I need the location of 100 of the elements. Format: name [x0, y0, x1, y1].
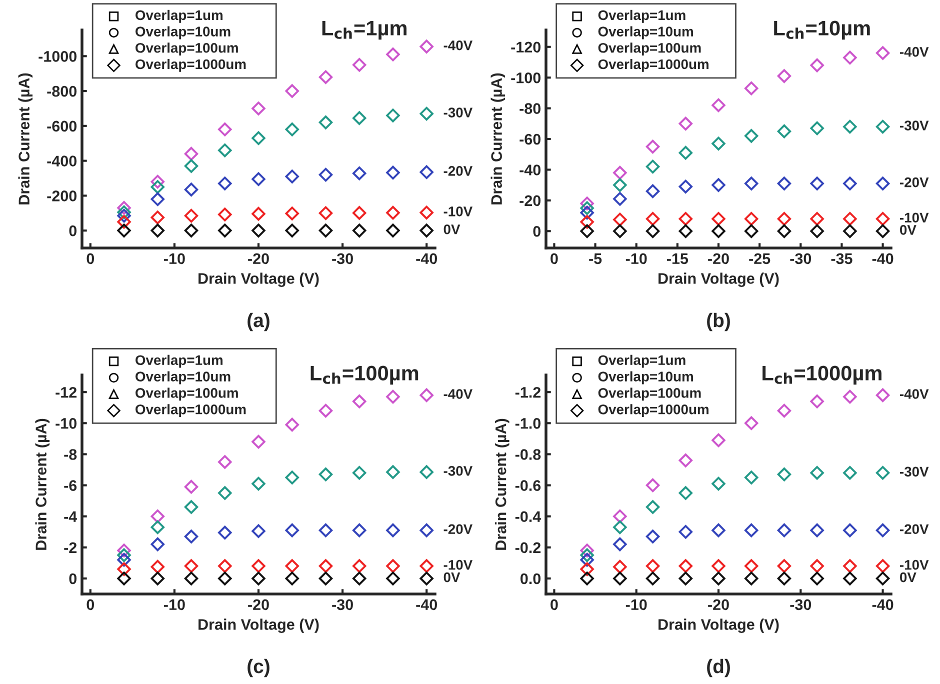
point [285, 523, 299, 538]
point [613, 192, 627, 206]
point [285, 122, 299, 136]
point [420, 465, 434, 479]
point [218, 526, 232, 540]
point [712, 98, 726, 112]
point [318, 168, 333, 182]
y-tick-label: -100 [511, 72, 541, 84]
annotation: Overlap=1000um [136, 58, 246, 72]
point [117, 572, 131, 586]
x-tick-label: 0 [86, 599, 94, 610]
point [117, 544, 131, 558]
point [386, 523, 400, 538]
point [678, 572, 693, 586]
point [777, 468, 792, 482]
point [613, 224, 627, 238]
point [285, 470, 299, 484]
point [712, 136, 726, 150]
point [420, 572, 434, 586]
point [613, 178, 627, 192]
y-tick-label: -0.2 [515, 542, 541, 554]
annotation: Overlap=100um [598, 388, 701, 401]
point [352, 394, 366, 408]
annotation: Overlap=1000um [598, 404, 708, 418]
point [744, 212, 758, 226]
point [218, 559, 232, 573]
point [843, 523, 857, 538]
point [285, 559, 299, 573]
point [386, 48, 400, 62]
y-tick-label: 0.0 [520, 573, 541, 584]
point [285, 170, 299, 184]
point [876, 224, 890, 238]
y-tick-label: -60 [520, 134, 541, 145]
point [613, 537, 627, 552]
point [712, 476, 726, 491]
point [184, 182, 198, 196]
point [810, 559, 824, 573]
series-label: -30V [900, 466, 929, 477]
point [184, 224, 198, 238]
point [218, 208, 232, 222]
x-tick-label: -10 [164, 599, 185, 610]
y-tick-label: -0.4 [515, 511, 542, 522]
point [810, 523, 824, 538]
point [252, 206, 266, 221]
point [744, 176, 758, 190]
point [678, 224, 693, 238]
point [810, 572, 824, 586]
point [580, 544, 594, 558]
y-tick-label: -4 [64, 511, 78, 522]
point [712, 559, 726, 573]
point [843, 120, 857, 134]
point [580, 201, 594, 215]
point [352, 466, 366, 480]
point [712, 212, 726, 226]
series-label: 0V [444, 572, 460, 582]
point [744, 523, 758, 538]
point [252, 172, 266, 186]
x-tick-label: -20 [248, 599, 269, 610]
annotation: Overlap=1000um [598, 58, 708, 72]
point [386, 465, 400, 479]
y-tick-label: -80 [520, 103, 541, 114]
x-tick-label: -30 [332, 599, 353, 610]
y-tick-label: -10 [56, 418, 77, 429]
point [318, 70, 333, 84]
point [580, 548, 594, 562]
series-label: -40V [900, 389, 929, 399]
point [646, 500, 660, 514]
series-label: -40V [444, 40, 473, 50]
point [777, 404, 792, 418]
y-tick-label: -40 [520, 164, 541, 176]
x-tick-label: 0 [550, 599, 558, 610]
point [184, 530, 198, 544]
point [117, 224, 131, 238]
point [613, 166, 627, 180]
point [117, 208, 131, 223]
point [744, 129, 758, 143]
point [678, 525, 693, 539]
point [150, 572, 165, 586]
point [777, 176, 792, 190]
point [352, 166, 366, 180]
text: Overlap=1um [136, 354, 222, 368]
point [218, 486, 232, 500]
point [777, 559, 792, 573]
point [252, 476, 266, 491]
point [252, 434, 266, 449]
point [184, 572, 198, 586]
point [184, 208, 198, 223]
point [712, 523, 726, 538]
y-tick-label: -200 [47, 190, 77, 202]
point [117, 552, 131, 567]
x-tick-label: 0 [550, 253, 558, 264]
y-tick-label: 0 [69, 225, 77, 236]
point [420, 559, 434, 573]
point [352, 111, 366, 125]
point [580, 562, 594, 576]
point [646, 212, 660, 226]
series-label: -40V [444, 389, 473, 399]
point [285, 84, 299, 98]
y-tick-label: -400 [47, 156, 77, 166]
point [876, 46, 890, 60]
